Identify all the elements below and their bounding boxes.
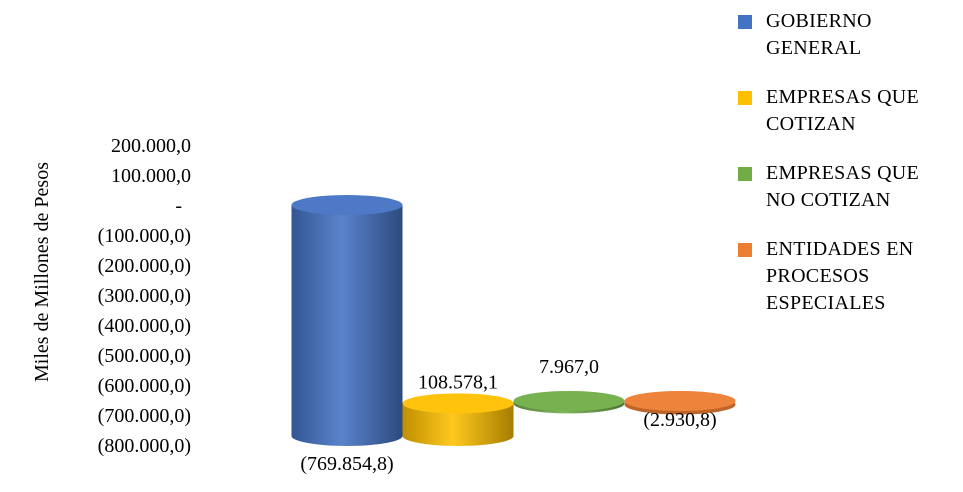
legend-item: EMPRESAS QUE COTIZAN [738,84,963,138]
cylinder-body [291,205,403,446]
legend-swatch [738,15,752,29]
bar-empresas-que-cotizan [402,393,514,446]
cylinder-body [402,403,514,446]
legend-label-line: NO COTIZAN [766,189,891,211]
y-tick-label: (700.000,0) [98,405,191,427]
cylinder-top [402,393,514,414]
legend-label-line: EMPRESAS QUE [766,162,920,184]
data-label: 7.967,0 [539,356,599,378]
y-tick-label: (400.000,0) [98,315,191,337]
legend-label-line: EMPRESAS QUE [766,86,920,108]
bar-entidades-en-procesos-especiales [624,390,736,415]
legend-swatch [738,91,752,105]
y-tick-label: (500.000,0) [98,345,191,367]
cylinder-top [513,390,625,411]
legend-label-line: ESPECIALES [766,292,886,314]
data-label: 108.578,1 [418,371,498,393]
y-tick-label: (600.000,0) [98,375,191,397]
legend-label-line: GOBIERNO [766,10,872,32]
legend-swatch [738,243,752,257]
legend-swatch [738,167,752,181]
legend-label-line: GENERAL [766,37,862,59]
y-axis-label: Miles de Millones de Pesos [31,162,53,382]
y-tick-label: (100.000,0) [98,225,191,247]
legend-label-line: PROCESOS [766,265,870,287]
data-label: (2.930,8) [643,409,716,431]
y-tick-label: (200.000,0) [98,255,191,277]
data-label: (769.854,8) [300,453,393,475]
bar-empresas-que-no-cotizan [513,390,625,414]
cylinder-top [291,195,403,215]
y-tick-label: (300.000,0) [98,285,191,307]
y-tick-label: 200.000,0 [111,135,191,157]
y-tick-label: 100.000,0 [111,165,191,187]
cylinder-top [624,390,736,411]
legend-label-line: ENTIDADES EN [766,238,914,260]
y-tick-label: (800.000,0) [98,435,191,457]
legend-label-line: COTIZAN [766,113,856,135]
y-tick-label: - [175,195,182,217]
bar-gobierno-general [291,195,403,446]
legend-item: EMPRESAS QUE NO COTIZAN [738,160,963,214]
legend-item: GOBIERNO GENERAL [738,8,963,62]
legend-item: ENTIDADES EN PROCESOS ESPECIALES [738,236,963,317]
legend: GOBIERNO GENERAL EMPRESAS QUE COTIZAN EMPRES… [738,8,963,339]
